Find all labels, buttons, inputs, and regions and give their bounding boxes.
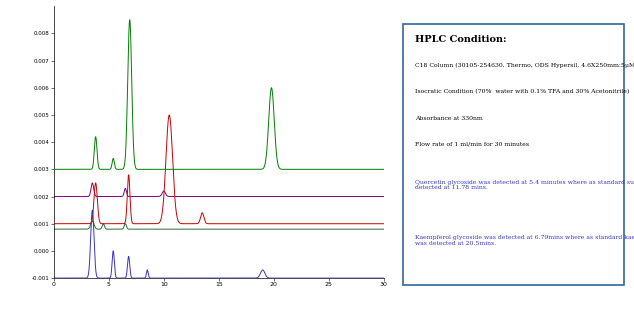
- Text: Kaempferol glycoside was detected at 6.79mins where as standard kaempferol
was d: Kaempferol glycoside was detected at 6.7…: [415, 235, 634, 246]
- Text: Quercetin glycoside was detected at 5.4 minutes where as standard substrate
dete: Quercetin glycoside was detected at 5.4 …: [415, 180, 634, 190]
- FancyBboxPatch shape: [403, 24, 624, 285]
- Text: Absorbance at 330nm: Absorbance at 330nm: [415, 116, 482, 121]
- Text: Isocratic Condition (70%  water with 0.1% TFA and 30% Acetonitrile): Isocratic Condition (70% water with 0.1%…: [415, 89, 630, 94]
- Text: HPLC Condition:: HPLC Condition:: [415, 35, 507, 44]
- Text: C18 Column (30105-254630, Thermo, ODS Hypersil, 4.6X250mm:5μM diameter): C18 Column (30105-254630, Thermo, ODS Hy…: [415, 63, 634, 68]
- Text: Flow rate of 1 ml/min for 30 minutes: Flow rate of 1 ml/min for 30 minutes: [415, 142, 529, 147]
